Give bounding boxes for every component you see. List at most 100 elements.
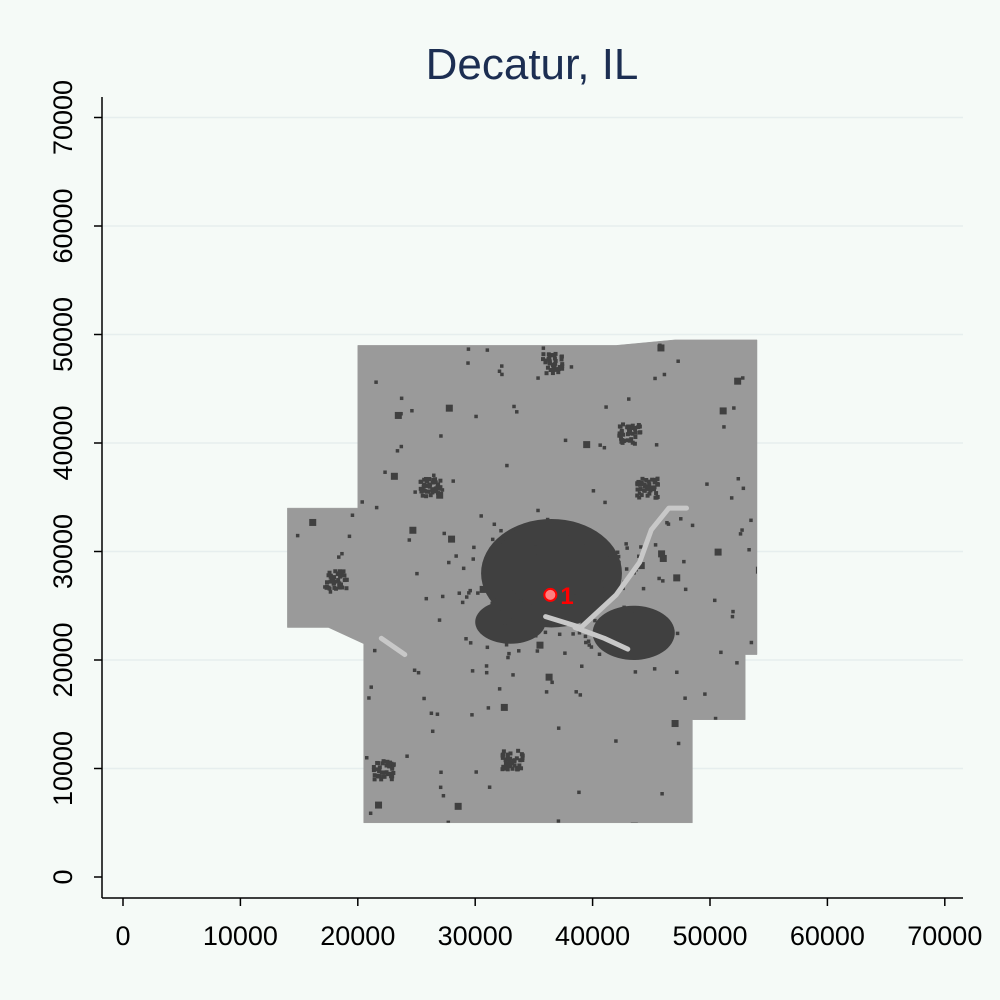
urban-pixel [556,370,561,375]
urban-pixel [501,749,506,754]
urban-pixel [433,477,438,482]
urban-pixel [501,571,505,575]
urban-pixel [671,720,679,728]
urban-pixel [324,585,329,590]
urban-pixel [601,548,606,552]
urban-pixel [372,777,377,782]
urban-pixel [341,569,346,574]
urban-pixel [479,585,487,593]
y-tick-label: 30000 [48,514,78,589]
urban-pixel [451,479,455,483]
urban-pixel [653,543,658,547]
urban-pixel [326,573,331,578]
urban-pixel [508,615,512,619]
urban-pixel [654,646,659,650]
urban-pixel [337,555,341,559]
urban-pixel [582,535,587,539]
urban-pixel [435,482,440,487]
urban-pixel [534,634,538,638]
urban-pixel [433,480,438,485]
urban-pixel [474,770,478,774]
urban-pixel [719,407,727,415]
urban-pixel [554,554,558,559]
urban-pixel [507,760,512,765]
urban-pixel [644,486,649,491]
urban-pixel [377,765,382,770]
urban-pixel [381,774,386,779]
urban-pixel [537,571,541,576]
urban-pixel [637,424,642,429]
urban-pixel [661,557,665,562]
urban-pixel [432,473,436,478]
urban-pixel [652,667,657,671]
x-tick-label: 0 [115,921,130,951]
urban-pixel [565,535,569,539]
urban-pixel [476,591,480,595]
urban-pixel [531,582,536,586]
urban-pixel [374,505,379,510]
urban-pixel [368,811,373,816]
urban-pixel [635,482,640,487]
urban-pixel [337,569,342,574]
urban-pixel [492,630,497,635]
marker-label: 1 [560,583,573,610]
urban-pixel [424,596,429,601]
urban-pixel [531,613,536,617]
urban-pixel [439,770,443,775]
urban-pixel [365,756,369,760]
urban-pixel [492,522,497,527]
urban-pixel [533,541,538,546]
urban-pixel [547,361,552,366]
urban-pixel [422,488,427,493]
urban-pixel [447,560,451,565]
urban-pixel [741,376,745,380]
urban-pixel [605,556,609,560]
urban-pixel [511,673,515,677]
urban-pixel [533,611,538,615]
urban-pixel [603,500,607,505]
urban-pixel [532,569,537,573]
urban-pixel [431,487,436,492]
urban-pixel [652,485,657,490]
urban-pixel [683,696,687,700]
urban-pixel [387,764,392,769]
urban-pixel [591,489,596,493]
urban-pixel [385,759,390,764]
urban-pixel [624,542,628,546]
urban-pixel [735,661,739,665]
urban-pixel [535,649,540,653]
urban-pixel [424,478,429,483]
chart-title: Decatur, IL [426,40,639,89]
urban-pixel [379,777,384,782]
urban-pixel [497,369,502,374]
urban-pixel [515,596,520,600]
urban-pixel [439,434,443,438]
urban-pixel [413,490,417,494]
urban-pixel [559,357,564,362]
urban-pixel [589,645,594,649]
urban-pixel [464,637,468,641]
urban-pixel [602,445,607,450]
urban-pixel [429,711,434,716]
urban-pixel [563,651,567,655]
urban-pixel [640,476,645,481]
urban-pixel [470,669,475,673]
urban-pixel [395,449,400,453]
urban-pixel [635,487,640,492]
urban-pixel [574,690,578,694]
urban-pixel [584,640,588,645]
urban-pixel [389,771,394,776]
urban-pixel [719,650,723,655]
urban-pixel [592,531,596,536]
urban-pixel [642,482,647,487]
urban-pixel [619,430,624,435]
urban-pixel [517,649,521,653]
urban-pixel [714,548,722,556]
urban-pixel [617,560,621,565]
urban-pixel [637,554,641,559]
urban-pixel [552,356,557,361]
urban-pixel [460,600,465,605]
urban-pixel [367,696,371,700]
urban-pixel [472,545,476,550]
